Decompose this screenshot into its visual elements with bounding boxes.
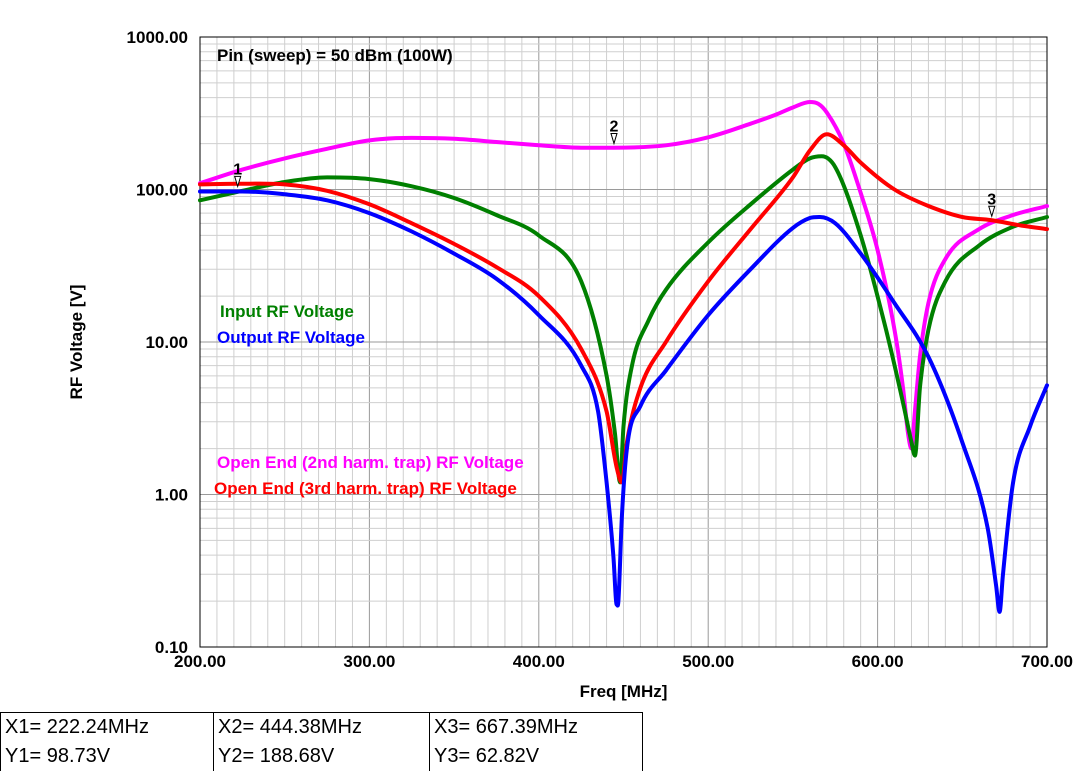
marker-3-pointer [988,205,996,219]
x-axis-label: Freq [MHz] [580,682,668,701]
cursor-3-x: X3= 667.39MHz [429,712,643,742]
cursor-2-x: X2= 444.38MHz [213,712,430,742]
y-tick-labels: 1000.00 100.00 10.00 1.00 0.10 [127,28,188,657]
series-line-1 [198,154,1049,485]
marker-3-label: 3 [987,191,996,208]
cursor-3-y: Y3= 62.82V [429,742,643,771]
series-lines [198,100,1049,614]
y-tick-label: 1.00 [155,486,188,505]
x-tick-label: 700.00 [1021,652,1073,671]
cursor-x-row: X1= 222.24MHz X2= 444.38MHz X3= 667.39MH… [0,712,643,742]
marker-1-label: 1 [233,161,242,178]
series-line-2 [198,189,1049,614]
rf-voltage-chart: 1000.00 100.00 10.00 1.00 0.10 200.00 300.00 4… [67,28,1073,701]
x-tick-label: 400.00 [513,652,565,671]
series-line-4 [198,132,1049,485]
legend-entry-1: Input RF Voltage [220,302,354,321]
y-axis-label: RF Voltage [V] [67,285,86,400]
legend-entry-3: Open End (2nd harm. trap) RF Voltage [217,453,524,472]
y-tick-label: 1000.00 [127,28,188,47]
legend: Input RF Voltage Output RF Voltage Open En… [214,302,524,498]
marker-1-pointer [234,175,242,189]
x-tick-label: 500.00 [682,652,734,671]
chart-title: Pin (sweep) = 50 dBm (100W) [217,46,453,65]
x-tick-label: 200.00 [174,652,226,671]
cursor-markers: 1 2 3 [233,118,996,219]
plot-frame [199,36,1048,648]
cursor-2-y: Y2= 188.68V [213,742,430,771]
series-line-3 [198,100,1049,451]
cursor-1-x: X1= 222.24MHz [0,712,214,742]
marker-2-label: 2 [610,118,619,135]
y-tick-label: 100.00 [136,181,188,200]
legend-entry-4: Open End (3rd harm. trap) RF Voltage [214,479,517,498]
cursor-y-row: Y1= 98.73V Y2= 188.68V Y3= 62.82V [0,742,643,771]
x-tick-labels: 200.00 300.00 400.00 500.00 600.00 700.00 [174,652,1073,671]
y-tick-label: 0.10 [155,638,188,657]
marker-2-pointer [610,132,618,146]
y-tick-label: 10.00 [145,333,188,352]
x-tick-label: 300.00 [343,652,395,671]
cursor-1-y: Y1= 98.73V [0,742,214,771]
x-tick-label: 600.00 [852,652,904,671]
legend-entry-2: Output RF Voltage [217,328,365,347]
cursor-readout-table: X1= 222.24MHz X2= 444.38MHz X3= 667.39MH… [0,712,643,771]
